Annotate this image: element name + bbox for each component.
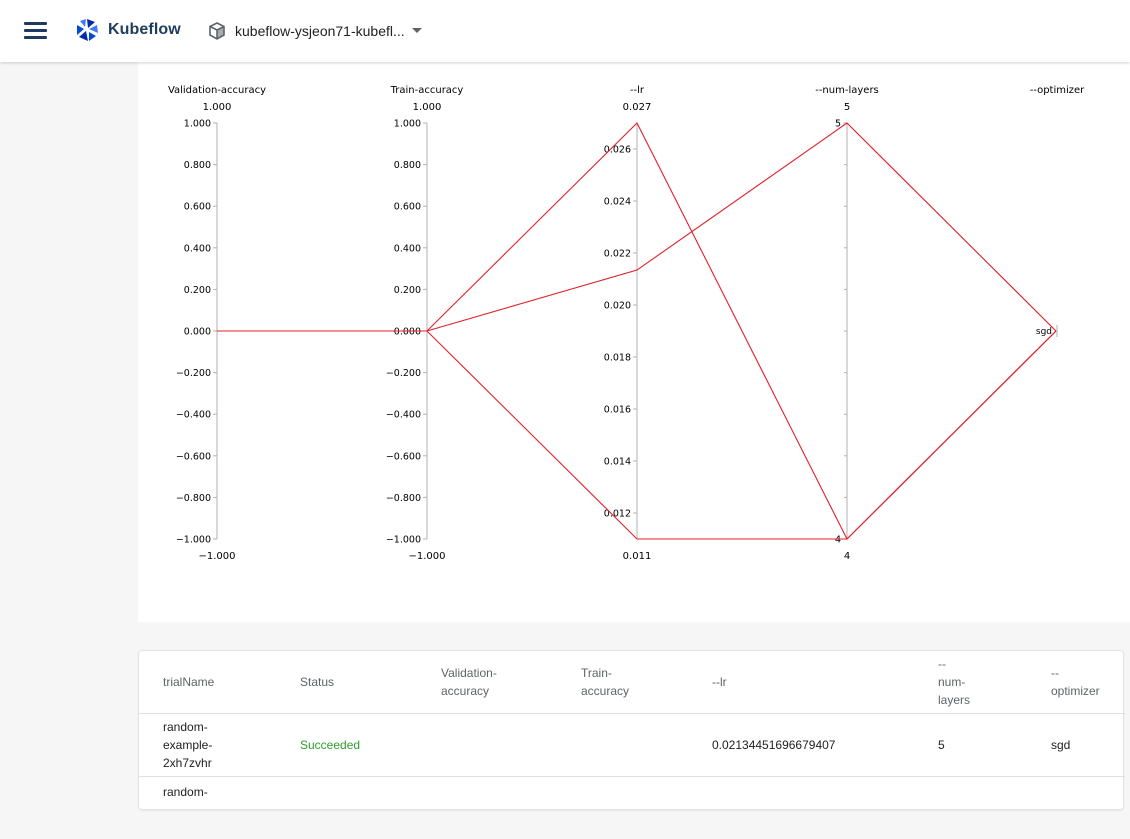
tick-label-validation-accuracy: −1.000 bbox=[176, 535, 211, 546]
trial-line-3 bbox=[217, 330, 1057, 540]
trials-table: trialName Status Validation-accuracy Train-… bbox=[138, 650, 1125, 810]
tick-label-train-accuracy: −0.400 bbox=[386, 410, 421, 421]
table-row[interactable]: random- bbox=[139, 777, 1125, 839]
axis-title-optimizer: --optimizer bbox=[1030, 85, 1085, 96]
header-lr[interactable]: --lr bbox=[712, 675, 727, 689]
axis-top-label-validation-accuracy: 1.000 bbox=[203, 102, 232, 113]
tick-label-train-accuracy: 0.000 bbox=[394, 327, 421, 338]
tick-label-train-accuracy: 1.000 bbox=[394, 119, 421, 130]
tick-label-train-accuracy: −0.600 bbox=[386, 451, 421, 462]
tick-label-num-layers: 4 bbox=[835, 535, 841, 546]
tick-label-lr: 0.014 bbox=[604, 457, 631, 468]
tick-label-lr: 0.016 bbox=[604, 405, 631, 416]
top-app-bar: Kubeflow kubeflow-ysjeon71-kubefl... bbox=[0, 0, 1130, 62]
axis-top-label-num-layers: 5 bbox=[844, 102, 850, 113]
tick-label-train-accuracy: 0.800 bbox=[394, 160, 421, 171]
header-num-layers[interactable]: -- num-layers bbox=[938, 657, 971, 707]
axis-bottom-label-num-layers: 4 bbox=[844, 551, 850, 562]
header-trialname[interactable]: trialName bbox=[163, 675, 215, 689]
axis-title-train-accuracy: Train-accuracy bbox=[390, 85, 464, 96]
chart-canvas[interactable]: Validation-accuracy 1.000 −1.000 1.000 0.800… bbox=[138, 62, 1130, 622]
tick-label-train-accuracy: −0.200 bbox=[386, 368, 421, 379]
tick-label-optimizer: sgd bbox=[1036, 327, 1052, 337]
tick-label-validation-accuracy: −0.200 bbox=[176, 368, 211, 379]
tick-label-lr: 0.022 bbox=[604, 249, 631, 260]
tick-label-validation-accuracy: 0.200 bbox=[184, 285, 211, 296]
tick-label-train-accuracy: 0.200 bbox=[394, 285, 421, 296]
parallel-coordinates-chart: Validation-accuracy 1.000 −1.000 1.000 0.800… bbox=[138, 62, 1130, 622]
tick-label-train-accuracy: 0.600 bbox=[394, 202, 421, 213]
tick-label-validation-accuracy: 1.000 bbox=[184, 119, 211, 130]
table-row[interactable]: random-example- 2xh7zvhr Succeeded 0.021344… bbox=[139, 714, 1125, 776]
cell-num-layers: 5 bbox=[938, 738, 945, 752]
caret-down-icon bbox=[412, 28, 422, 33]
tick-label-validation-accuracy: −0.400 bbox=[176, 410, 211, 421]
tick-label-validation-accuracy: −0.600 bbox=[176, 451, 211, 462]
tick-label-lr: 0.026 bbox=[604, 145, 631, 156]
tick-label-lr: 0.012 bbox=[604, 509, 631, 520]
hamburger-menu-icon[interactable] bbox=[24, 20, 48, 40]
tick-label-validation-accuracy: 0.600 bbox=[184, 202, 211, 213]
cell-optimizer: sgd bbox=[1051, 738, 1071, 752]
tick-label-validation-accuracy: −0.800 bbox=[176, 493, 211, 504]
tick-label-lr: 0.018 bbox=[604, 353, 631, 364]
axis-bottom-label-validation-accuracy: −1.000 bbox=[198, 551, 235, 562]
tick-label-validation-accuracy: 0.000 bbox=[184, 327, 211, 338]
cell-lr: 0.02134451696679407 bbox=[712, 738, 836, 752]
axis-title-lr: --lr bbox=[630, 85, 645, 96]
tick-label-num-layers: 5 bbox=[835, 119, 841, 130]
axis-top-label-lr: 0.027 bbox=[623, 102, 652, 113]
namespace-name: kubeflow-ysjeon71-kubefl... bbox=[235, 23, 405, 39]
axis-title-validation-accuracy: Validation-accuracy bbox=[168, 85, 266, 96]
brand-name[interactable]: Kubeflow bbox=[108, 21, 181, 38]
tick-label-train-accuracy: −0.800 bbox=[386, 493, 421, 504]
tick-label-train-accuracy: −1.000 bbox=[386, 535, 421, 546]
cell-trialname[interactable]: random- bbox=[163, 785, 208, 799]
axis-title-num-layers: --num-layers bbox=[815, 85, 879, 96]
tick-label-train-accuracy: 0.400 bbox=[394, 243, 421, 254]
tick-label-validation-accuracy: 0.400 bbox=[184, 243, 211, 254]
row-divider bbox=[139, 776, 1125, 777]
kubeflow-logo-icon[interactable] bbox=[74, 17, 100, 43]
axis-bottom-label-lr: 0.011 bbox=[623, 551, 652, 562]
tick-label-lr: 0.020 bbox=[604, 301, 631, 312]
cell-status: Succeeded bbox=[300, 738, 361, 752]
tick-label-validation-accuracy: 0.800 bbox=[184, 160, 211, 171]
tick-label-lr: 0.024 bbox=[604, 197, 631, 208]
cell-trialname[interactable]: random-example- 2xh7zvhr bbox=[163, 720, 213, 770]
header-divider bbox=[139, 713, 1125, 714]
header-optimizer[interactable]: -- optimizer bbox=[1051, 666, 1100, 698]
axis-bottom-label-train-accuracy: −1.000 bbox=[408, 551, 445, 562]
header-validation-accuracy[interactable]: Validation-accuracy bbox=[441, 666, 497, 698]
header-status[interactable]: Status bbox=[300, 675, 335, 689]
cube-icon bbox=[209, 22, 225, 40]
axis-top-label-train-accuracy: 1.000 bbox=[413, 102, 442, 113]
header-train-accuracy[interactable]: Train-accuracy bbox=[581, 666, 630, 698]
